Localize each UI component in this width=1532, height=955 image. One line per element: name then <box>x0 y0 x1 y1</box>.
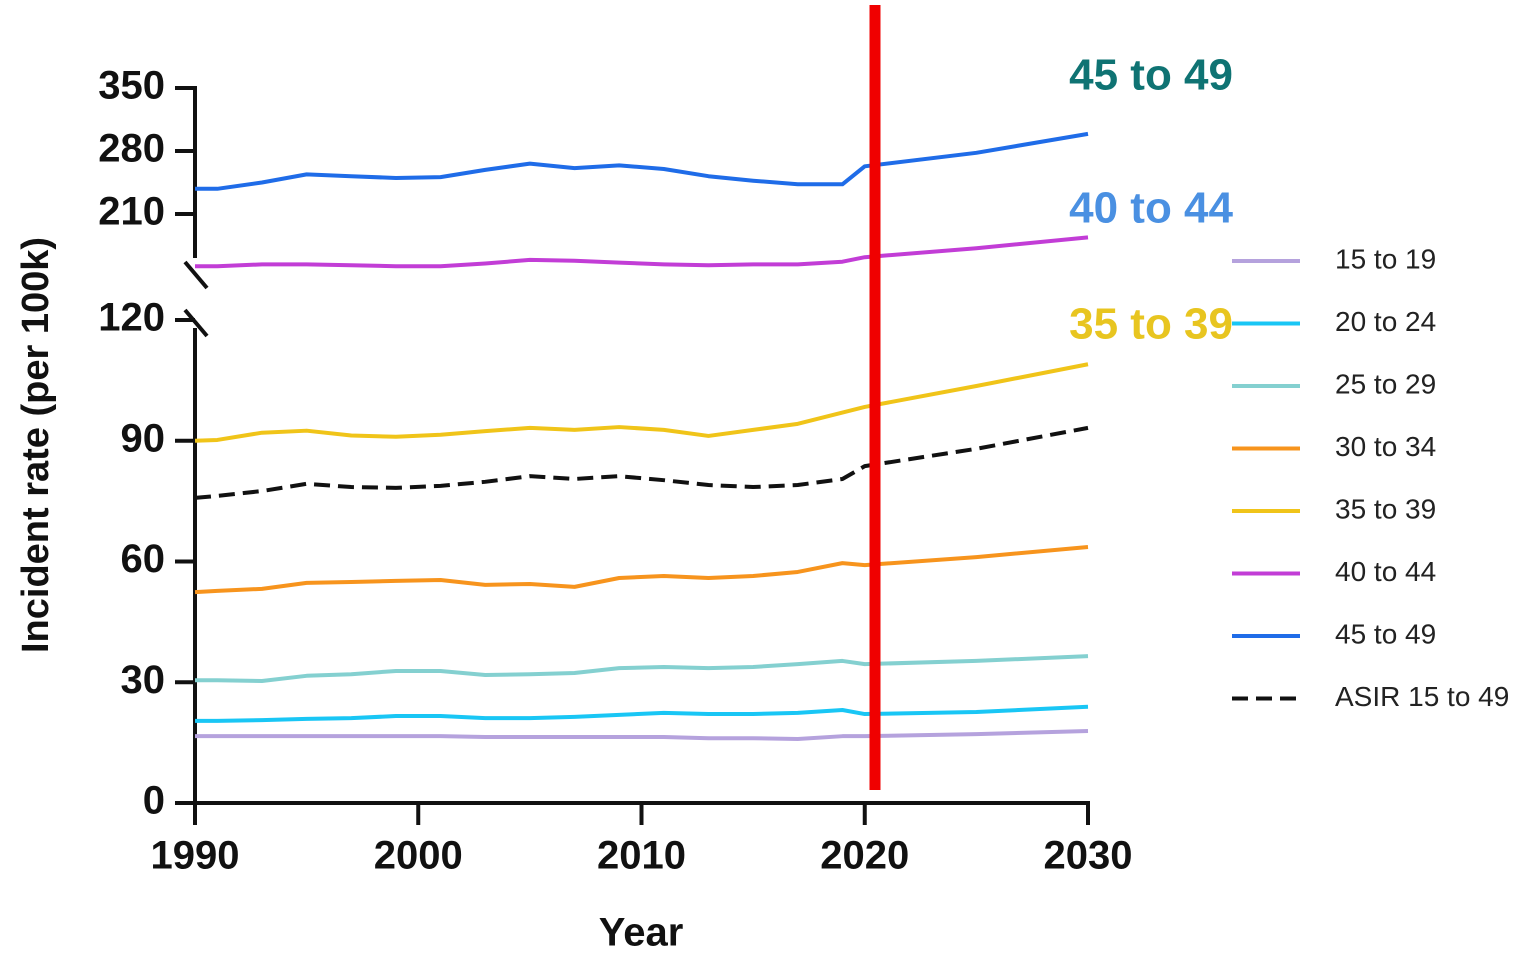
legend-label: 35 to 39 <box>1335 493 1436 524</box>
series-line <box>195 728 1089 742</box>
y-tick-label: 0 <box>143 779 165 823</box>
x-tick-label: 2030 <box>1044 834 1133 878</box>
y-axis-label: Incident rate (per 100k) <box>15 237 57 653</box>
x-tick-label: 2010 <box>597 834 686 878</box>
series-line <box>195 235 1089 269</box>
series-line <box>194 425 1089 500</box>
legend-label: ASIR 15 to 49 <box>1335 681 1509 712</box>
annotation: 35 to 39 <box>1069 300 1233 349</box>
series-line <box>195 654 1089 684</box>
annotation: 40 to 44 <box>1069 184 1233 233</box>
y2-tick-label: 280 <box>98 127 165 171</box>
y-tick-label: 60 <box>121 537 166 581</box>
x-axis-label: Year <box>599 911 684 955</box>
legend-label: 30 to 34 <box>1335 431 1436 462</box>
axis-break <box>183 308 209 338</box>
y2-tick-label: 350 <box>98 64 165 108</box>
annotation: 45 to 49 <box>1069 51 1233 100</box>
x-tick-label: 1990 <box>151 834 240 878</box>
legend-label: 15 to 19 <box>1335 243 1436 274</box>
y-tick-label: 120 <box>98 296 165 340</box>
series-line <box>195 131 1089 191</box>
legend-label: 25 to 29 <box>1335 368 1436 399</box>
legend-label: 20 to 24 <box>1335 306 1436 337</box>
series-line <box>194 362 1089 443</box>
x-tick-label: 2020 <box>820 834 909 878</box>
x-tick-label: 2000 <box>374 834 463 878</box>
legend-label: 45 to 49 <box>1335 618 1436 649</box>
y2-tick-label: 210 <box>98 190 165 234</box>
y-tick-label: 90 <box>121 416 166 460</box>
legend-label: 40 to 44 <box>1335 556 1436 587</box>
series-line <box>195 704 1089 723</box>
series-line <box>194 545 1089 595</box>
axis-break <box>183 260 209 290</box>
y-tick-label: 30 <box>121 658 166 702</box>
